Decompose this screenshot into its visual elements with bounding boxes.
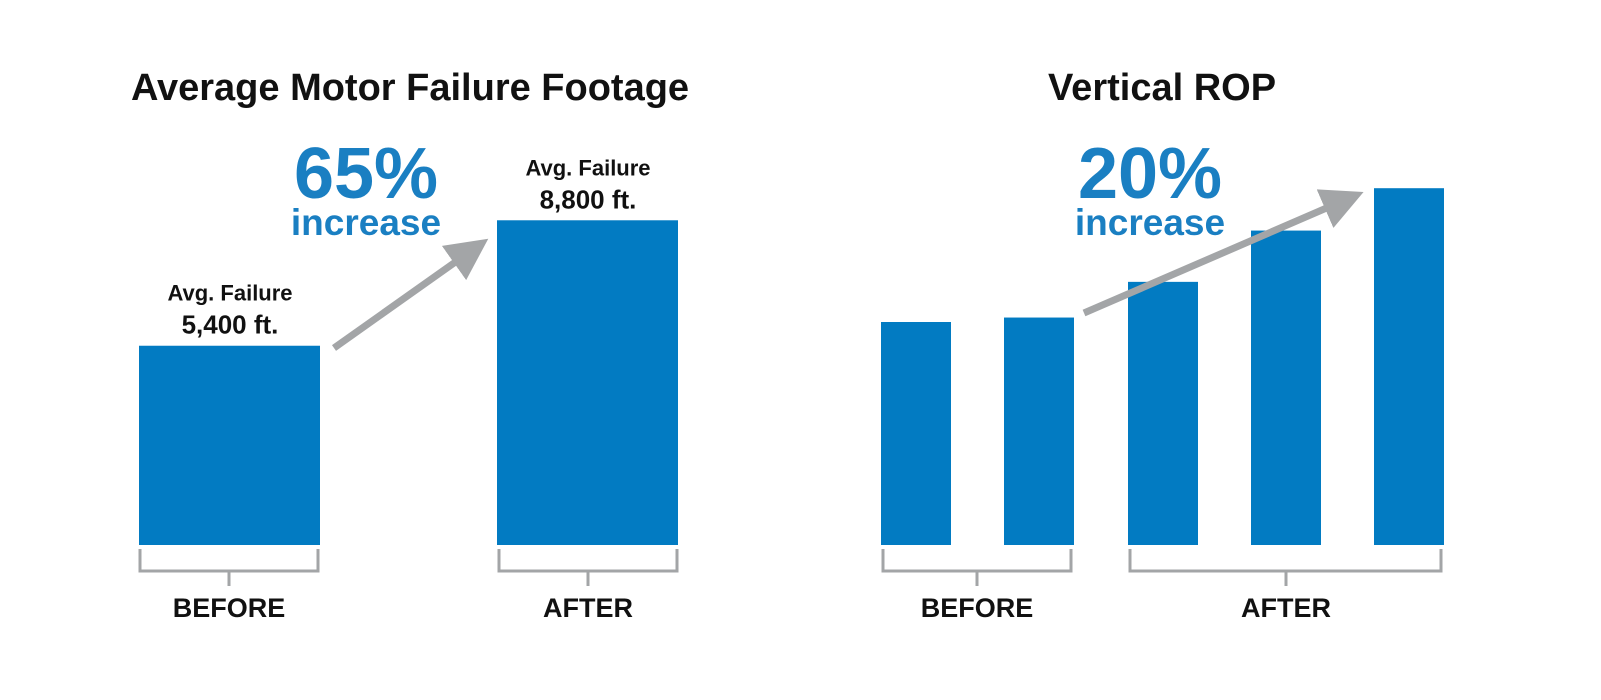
after-bracket	[497, 549, 679, 586]
after-group-label: AFTER	[1241, 593, 1331, 623]
bar-before	[139, 345, 320, 545]
before-group-label: BEFORE	[921, 593, 1034, 623]
rop-bar-after-1	[1128, 281, 1198, 545]
after-bracket	[1128, 549, 1443, 586]
bar-after-value-label: 8,800 ft.	[540, 184, 637, 214]
callout-word: increase	[291, 202, 441, 243]
before-group-label: BEFORE	[173, 593, 286, 623]
after-group-label: AFTER	[543, 593, 633, 623]
vertical-rop-chart: Vertical ROP 20% increase BEFORE AFTER	[881, 67, 1444, 623]
rop-bar-before-2	[1004, 317, 1074, 545]
bar-after-label-line1: Avg. Failure	[525, 155, 650, 180]
rop-bar-before-1	[881, 322, 951, 545]
increase-arrow	[331, 238, 489, 351]
chart-title: Vertical ROP	[1048, 67, 1276, 109]
rop-bar-after-2	[1251, 230, 1321, 545]
bar-before-value-label: 5,400 ft.	[182, 310, 279, 340]
callout-20-percent: 20% increase	[1075, 134, 1225, 243]
callout-word: increase	[1075, 202, 1225, 243]
chart-title: Average Motor Failure Footage	[131, 67, 689, 109]
motor-failure-chart: Average Motor Failure Footage 65% increa…	[131, 67, 689, 623]
increase-arrow	[1082, 189, 1364, 317]
before-bracket	[138, 549, 320, 586]
callout-percent: 20%	[1078, 134, 1222, 214]
before-bracket	[881, 549, 1073, 586]
callout-percent: 65%	[294, 134, 438, 214]
callout-65-percent: 65% increase	[291, 134, 441, 243]
bar-before-label-line1: Avg. Failure	[167, 281, 292, 306]
rop-bar-after-3	[1374, 188, 1444, 545]
bar-after	[497, 220, 678, 545]
